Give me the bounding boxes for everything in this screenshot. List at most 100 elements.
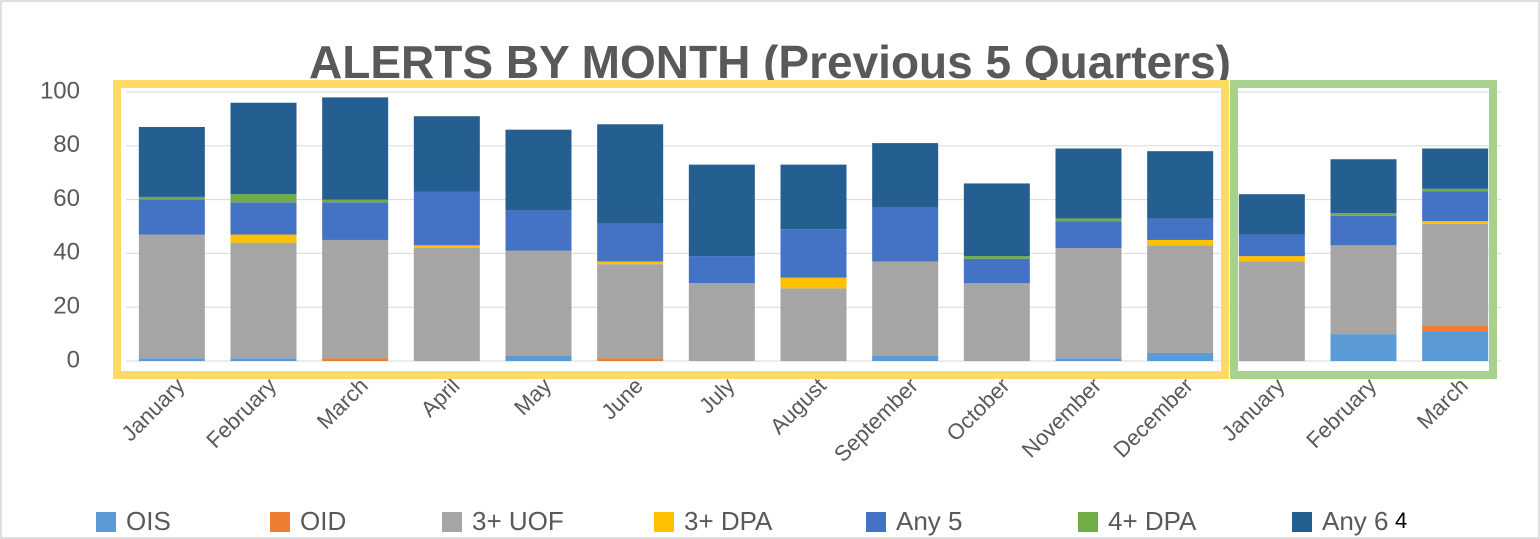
bar-segment xyxy=(505,355,572,361)
bar-segment xyxy=(1147,239,1214,246)
bar-segment xyxy=(963,258,1030,283)
bar-segment xyxy=(597,358,664,361)
bar-segment xyxy=(872,143,939,208)
x-tick-label: June xyxy=(596,373,647,424)
bar-segment xyxy=(1422,148,1489,189)
x-tick-label: July xyxy=(694,373,739,418)
y-tick-label: 40 xyxy=(53,239,80,266)
x-tick-label: May xyxy=(509,373,556,420)
legend-label: OID xyxy=(300,506,346,536)
bar-segment xyxy=(1422,326,1489,332)
bar-segment xyxy=(780,277,847,289)
bar-segment xyxy=(138,358,205,361)
x-tick-label: November xyxy=(1017,373,1106,462)
legend-swatch xyxy=(654,512,674,532)
bar-segment xyxy=(1330,245,1397,335)
bar-segment xyxy=(1330,215,1397,246)
bar-segment xyxy=(1147,218,1214,240)
chart-title: ALERTS BY MONTH (Previous 5 Quarters) xyxy=(309,36,1231,88)
bar-segment xyxy=(138,196,205,200)
bar-segment xyxy=(1238,261,1305,361)
bar-segment xyxy=(1330,159,1397,214)
bar-segment xyxy=(688,164,755,257)
y-tick-label: 20 xyxy=(53,293,80,320)
page-number: 4 xyxy=(1395,508,1407,533)
bar-segment xyxy=(413,191,480,246)
bar-segment xyxy=(322,202,389,240)
bar-segment xyxy=(138,234,205,359)
x-tick-label: January xyxy=(1216,373,1289,446)
legend-label: 3+ DPA xyxy=(684,506,773,536)
bar-segment xyxy=(230,242,297,359)
bar-segment xyxy=(780,288,847,361)
legend-swatch xyxy=(1078,512,1098,532)
highlight-box xyxy=(1230,80,1497,379)
bar-segment xyxy=(1422,221,1489,224)
bar-segment xyxy=(1330,213,1397,216)
x-tick-label: December xyxy=(1108,373,1197,462)
bar-segment xyxy=(230,194,297,203)
bar-segment xyxy=(1055,358,1122,361)
legend-swatch xyxy=(866,512,886,532)
highlight-box xyxy=(113,80,1229,379)
bar-segment xyxy=(230,234,297,243)
bar-segment xyxy=(688,282,755,361)
bar-segment xyxy=(322,358,389,361)
bar-segment xyxy=(505,210,572,251)
bar-segment xyxy=(1422,191,1489,222)
bar-segment xyxy=(1238,256,1305,262)
bar-segment xyxy=(780,229,847,278)
bar-segment xyxy=(963,256,1030,259)
bar-segment xyxy=(413,116,480,192)
legend-swatch xyxy=(270,512,290,532)
legend-swatch xyxy=(442,512,462,532)
bar-segment xyxy=(230,202,297,235)
bar-segment xyxy=(322,239,389,359)
bar-segment xyxy=(780,164,847,230)
bar-segment xyxy=(963,282,1030,361)
bar-segment xyxy=(322,97,389,200)
x-tick-label: March xyxy=(1412,373,1473,434)
bar-segment xyxy=(1422,188,1489,192)
bar-segment xyxy=(1055,148,1122,219)
bar-segment xyxy=(505,129,572,211)
bar-segment xyxy=(1055,218,1122,222)
bar-segment xyxy=(1238,194,1305,235)
y-tick-label: 100 xyxy=(40,77,80,104)
y-tick-label: 60 xyxy=(53,185,80,212)
bar-segment xyxy=(413,248,480,361)
legend-label: Any 5 xyxy=(896,506,963,536)
bar-segment xyxy=(1147,245,1214,353)
bar-segment xyxy=(322,199,389,203)
x-tick-label: March xyxy=(312,373,373,434)
bar-segment xyxy=(1055,221,1122,249)
bar-segment xyxy=(1238,234,1305,257)
bar-segment xyxy=(1422,223,1489,327)
x-tick-label: February xyxy=(201,373,281,453)
legend-label: 4+ DPA xyxy=(1108,506,1197,536)
bar-segment xyxy=(1147,352,1214,361)
bar-segment xyxy=(138,126,205,197)
bar-segment xyxy=(872,207,939,262)
legend-label: OIS xyxy=(126,506,171,536)
x-tick-label: October xyxy=(941,373,1014,446)
bar-segment xyxy=(1055,248,1122,359)
bar-segment xyxy=(230,102,297,195)
legend-swatch xyxy=(96,512,116,532)
x-tick-label: February xyxy=(1301,373,1381,453)
x-tick-label: September xyxy=(829,373,923,467)
x-tick-label: August xyxy=(765,373,831,439)
y-tick-label: 80 xyxy=(53,131,80,158)
legend-label: 3+ UOF xyxy=(472,506,564,536)
y-tick-label: 0 xyxy=(67,346,80,373)
bar-segment xyxy=(963,183,1030,257)
bar-segment xyxy=(597,223,664,262)
bar-segment xyxy=(597,264,664,359)
legend-swatch xyxy=(1292,512,1312,532)
bar-segment xyxy=(505,250,572,356)
x-tick-label: April xyxy=(416,373,465,422)
bar-segment xyxy=(138,199,205,235)
bar-segment xyxy=(688,256,755,283)
